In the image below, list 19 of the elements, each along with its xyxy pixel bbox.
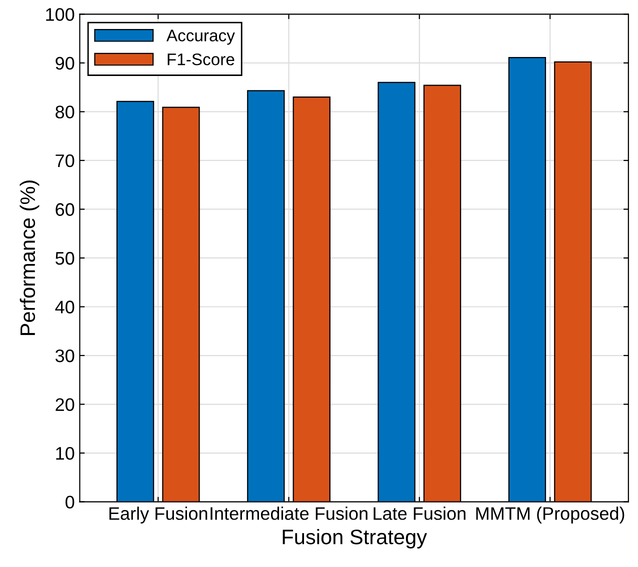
y-tick-label: 20	[56, 398, 74, 411]
y-tick-label: 50	[56, 252, 74, 265]
y-tick-label: 10	[56, 446, 74, 460]
y-tick-label: 80	[56, 106, 74, 118]
x-tick-label: Early Fusion	[109, 506, 208, 524]
y-axis-title: Performance (%)	[20, 180, 40, 335]
y-tick-label: 100	[46, 8, 74, 21]
y-tick-label: 60	[56, 203, 74, 216]
y-tick-label: 70	[56, 154, 74, 168]
y-tick-label: 30	[55, 349, 74, 362]
x-tick-label: MMTM (Proposed)	[476, 506, 624, 524]
legend-label: Accuracy	[166, 30, 235, 45]
y-tick-label: 90	[56, 56, 74, 70]
x-tick-label: Intermediate Fusion	[210, 506, 368, 520]
legend-label: F1-Score	[168, 53, 234, 66]
x-tick-label: Late Fusion	[374, 506, 466, 520]
y-tick-label: 0	[66, 496, 74, 509]
x-axis-title: Fusion Strategy	[282, 529, 428, 548]
y-tick-label: 40	[55, 300, 74, 314]
